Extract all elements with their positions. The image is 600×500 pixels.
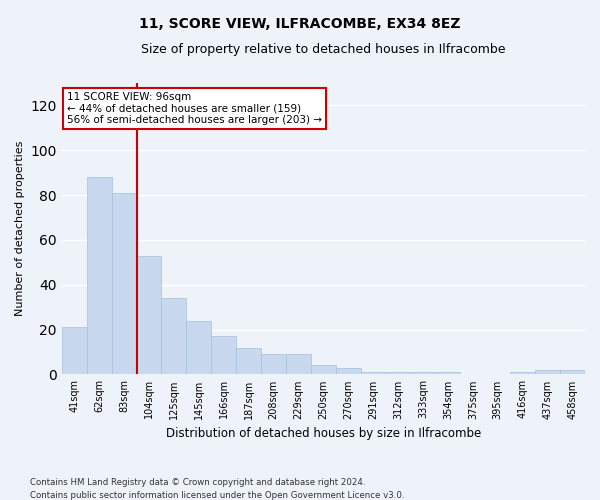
Text: Contains HM Land Registry data © Crown copyright and database right 2024.
Contai: Contains HM Land Registry data © Crown c… — [30, 478, 404, 500]
Text: 11, SCORE VIEW, ILFRACOMBE, EX34 8EZ: 11, SCORE VIEW, ILFRACOMBE, EX34 8EZ — [139, 18, 461, 32]
Bar — [436, 372, 460, 374]
Bar — [311, 366, 336, 374]
Bar — [236, 348, 261, 374]
Bar — [386, 372, 410, 374]
Title: Size of property relative to detached houses in Ilfracombe: Size of property relative to detached ho… — [141, 42, 506, 56]
Bar — [410, 372, 436, 374]
Bar — [286, 354, 311, 374]
Bar — [560, 370, 585, 374]
Bar — [62, 328, 87, 374]
Bar — [510, 372, 535, 374]
Bar — [261, 354, 286, 374]
Text: 11 SCORE VIEW: 96sqm
← 44% of detached houses are smaller (159)
56% of semi-deta: 11 SCORE VIEW: 96sqm ← 44% of detached h… — [67, 92, 322, 125]
Y-axis label: Number of detached properties: Number of detached properties — [15, 141, 25, 316]
Bar — [211, 336, 236, 374]
Bar — [137, 256, 161, 374]
Bar — [361, 372, 386, 374]
X-axis label: Distribution of detached houses by size in Ilfracombe: Distribution of detached houses by size … — [166, 427, 481, 440]
Bar — [161, 298, 187, 374]
Bar — [112, 193, 137, 374]
Bar — [87, 177, 112, 374]
Bar — [187, 320, 211, 374]
Bar — [535, 370, 560, 374]
Bar — [336, 368, 361, 374]
